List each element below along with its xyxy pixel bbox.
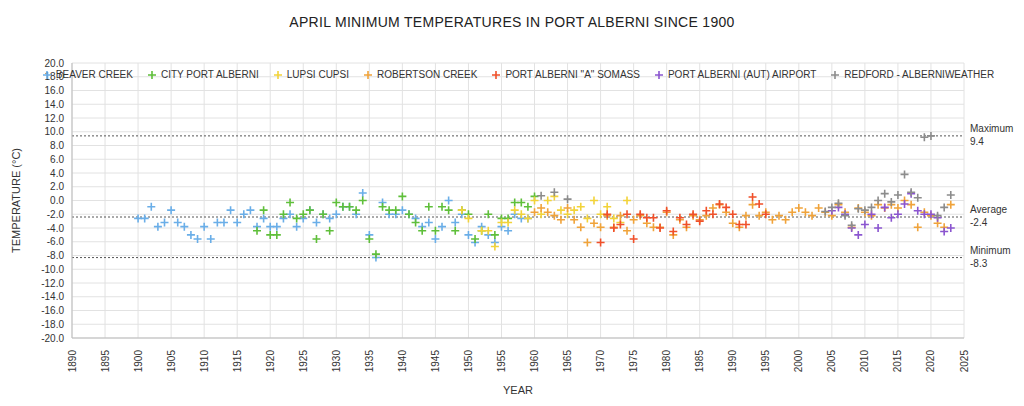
svg-text:20.0: 20.0 [45,58,65,69]
svg-text:10.0: 10.0 [45,126,65,137]
svg-text:8.0: 8.0 [50,140,64,151]
svg-text:1930: 1930 [331,350,342,373]
svg-text:-8.0: -8.0 [47,250,65,261]
svg-text:2000: 2000 [793,350,804,373]
svg-text:1905: 1905 [166,350,177,373]
svg-text:Maximum9.4: Maximum9.4 [970,123,1013,147]
svg-text:4.0: 4.0 [50,168,64,179]
svg-text:1940: 1940 [397,350,408,373]
svg-text:1975: 1975 [628,350,639,373]
svg-text:1955: 1955 [496,350,507,373]
svg-text:1900: 1900 [133,350,144,373]
svg-text:14.0: 14.0 [45,99,65,110]
svg-text:1895: 1895 [100,350,111,373]
svg-text:-10.0: -10.0 [41,264,64,275]
svg-text:1965: 1965 [562,350,573,373]
svg-text:2025: 2025 [959,350,970,373]
svg-text:0.0: 0.0 [50,195,64,206]
svg-text:1990: 1990 [727,350,738,373]
svg-text:16.0: 16.0 [45,85,65,96]
svg-text:1910: 1910 [199,350,210,373]
svg-text:1985: 1985 [694,350,705,373]
svg-text:1945: 1945 [430,350,441,373]
svg-text:-6.0: -6.0 [47,236,65,247]
svg-text:1890: 1890 [67,350,78,373]
svg-text:2005: 2005 [826,350,837,373]
svg-text:18.0: 18.0 [45,71,65,82]
svg-text:-14.0: -14.0 [41,291,64,302]
svg-text:1950: 1950 [463,350,474,373]
svg-text:1980: 1980 [661,350,672,373]
svg-text:1960: 1960 [529,350,540,373]
svg-text:1995: 1995 [760,350,771,373]
svg-text:1925: 1925 [298,350,309,373]
svg-text:1970: 1970 [595,350,606,373]
svg-text:-20.0: -20.0 [41,333,64,344]
svg-text:YEAR: YEAR [503,384,533,396]
svg-text:-16.0: -16.0 [41,305,64,316]
svg-text:2020: 2020 [925,350,936,373]
svg-text:2.0: 2.0 [50,181,64,192]
svg-text:Average-2.4: Average-2.4 [970,204,1008,228]
svg-text:-4.0: -4.0 [47,223,65,234]
svg-text:2015: 2015 [892,350,903,373]
svg-text:1920: 1920 [265,350,276,373]
svg-text:-2.0: -2.0 [47,209,65,220]
svg-text:6.0: 6.0 [50,154,64,165]
svg-text:-12.0: -12.0 [41,278,64,289]
svg-text:1935: 1935 [364,350,375,373]
svg-text:1915: 1915 [232,350,243,373]
svg-text:-18.0: -18.0 [41,319,64,330]
svg-text:12.0: 12.0 [45,113,65,124]
svg-text:2010: 2010 [859,350,870,373]
svg-text:Minimum-8.3: Minimum-8.3 [970,245,1011,269]
svg-text:TEMPERATURE (°C): TEMPERATURE (°C) [10,148,22,253]
